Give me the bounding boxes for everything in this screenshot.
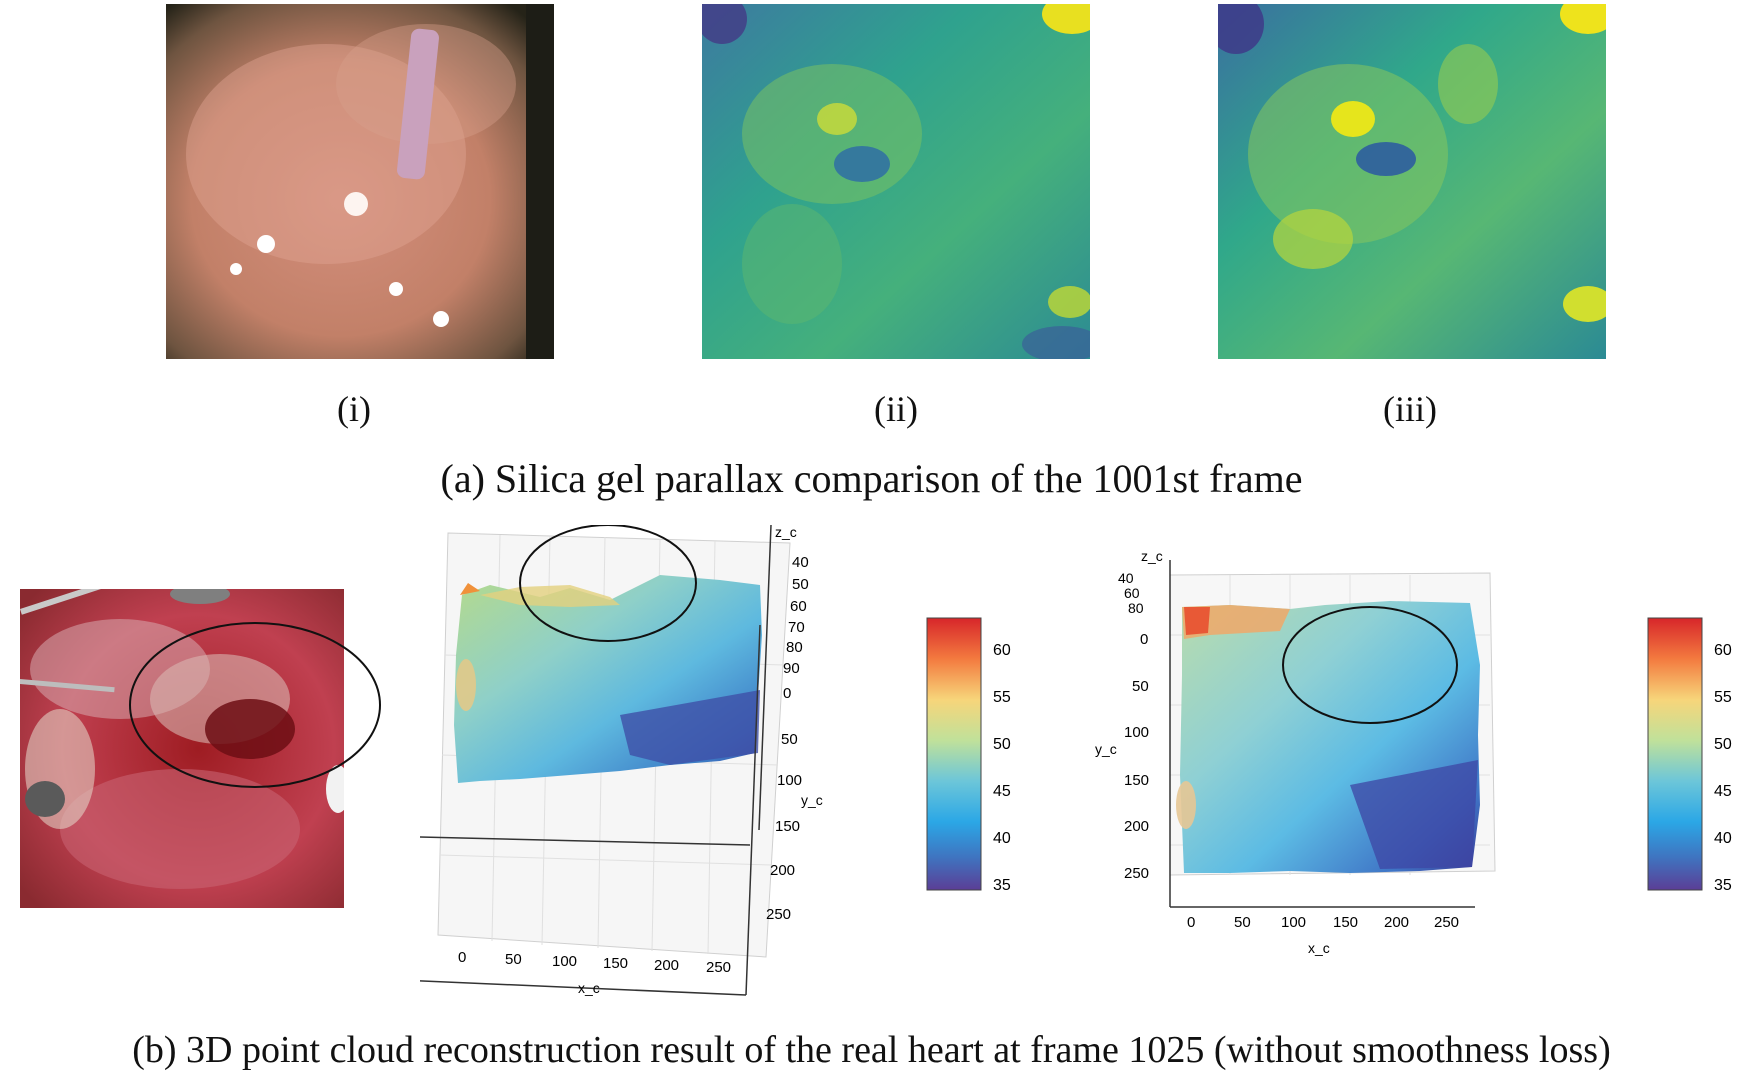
panel-ii-disparity-map bbox=[702, 4, 1090, 359]
right-x-tick-0: 0 bbox=[1187, 914, 1196, 931]
right-y-tick-3: 150 bbox=[1124, 772, 1150, 789]
right-x-tick-1: 50 bbox=[1234, 914, 1251, 931]
caption-a: (a) Silica gel parallax comparison of th… bbox=[440, 456, 1303, 501]
left-z-tick-3: 70 bbox=[788, 619, 805, 636]
right-x-tick-4: 200 bbox=[1384, 914, 1410, 931]
left-cbar-tick-40: 40 bbox=[993, 830, 1011, 847]
right-cbar-tick-35: 35 bbox=[1714, 877, 1732, 894]
right-cbar-tick-55: 55 bbox=[1714, 689, 1732, 706]
left-cbar-tick-50: 50 bbox=[993, 736, 1011, 753]
right-y-tick-0: 0 bbox=[1140, 631, 1149, 648]
left-x-tick-3: 150 bbox=[603, 955, 629, 972]
left-z-tick-2: 60 bbox=[790, 598, 807, 615]
left-x-tick-5: 250 bbox=[706, 959, 732, 976]
right-colorbar bbox=[1647, 617, 1703, 891]
right-x-tick-3: 150 bbox=[1333, 914, 1359, 931]
left-cbar-tick-60: 60 bbox=[993, 642, 1011, 659]
left-x-tick-1: 50 bbox=[505, 951, 522, 968]
panel-ii-label: (ii) bbox=[874, 389, 918, 429]
left-cbar-tick-45: 45 bbox=[993, 783, 1011, 800]
right-cbar-tick-50: 50 bbox=[1714, 736, 1732, 753]
left-y-tick-4: 200 bbox=[770, 862, 796, 879]
left-z-tick-4: 80 bbox=[786, 639, 803, 656]
left-z-axis-label: z_c bbox=[775, 524, 797, 540]
chart-left-surface bbox=[420, 525, 791, 996]
left-y-tick-5: 250 bbox=[766, 906, 792, 923]
right-z-tick-0: 40 bbox=[1118, 570, 1134, 586]
left-y-tick-1: 50 bbox=[781, 731, 798, 748]
right-x-axis-label: x_c bbox=[1308, 940, 1330, 956]
heart-circle-annotation bbox=[129, 622, 381, 788]
left-x-tick-2: 100 bbox=[552, 953, 578, 970]
right-x-tick-2: 100 bbox=[1281, 914, 1307, 931]
left-z-tick-5: 90 bbox=[783, 660, 800, 677]
left-y-tick-0: 0 bbox=[783, 685, 792, 702]
heart-photo bbox=[20, 589, 344, 908]
chart-right-surface bbox=[1169, 560, 1496, 908]
panel-iii-disparity-map bbox=[1218, 4, 1606, 359]
panel-i-label: (i) bbox=[337, 389, 371, 429]
right-y-axis-label: y_c bbox=[1095, 741, 1117, 757]
left-z-tick-0: 40 bbox=[792, 554, 809, 571]
right-cbar-tick-40: 40 bbox=[1714, 830, 1732, 847]
left-cbar-tick-55: 55 bbox=[993, 689, 1011, 706]
caption-b: (b) 3D point cloud reconstruction result… bbox=[132, 1029, 1611, 1071]
left-y-tick-3: 150 bbox=[775, 818, 801, 835]
right-z-tick-1: 60 bbox=[1124, 585, 1140, 601]
right-y-tick-2: 100 bbox=[1124, 724, 1150, 741]
right-x-tick-5: 250 bbox=[1434, 914, 1460, 931]
left-cbar-tick-35: 35 bbox=[993, 877, 1011, 894]
left-y-axis-label: y_c bbox=[801, 792, 823, 808]
right-y-tick-1: 50 bbox=[1132, 678, 1149, 695]
right-y-tick-4: 200 bbox=[1124, 818, 1150, 835]
left-colorbar bbox=[926, 617, 982, 891]
panel-iii-label: (iii) bbox=[1383, 389, 1437, 429]
right-z-axis-label: z_c bbox=[1141, 548, 1163, 564]
left-x-axis-label: x_c bbox=[578, 980, 600, 996]
left-z-tick-1: 50 bbox=[792, 576, 809, 593]
right-cbar-tick-45: 45 bbox=[1714, 783, 1732, 800]
right-cbar-tick-60: 60 bbox=[1714, 642, 1732, 659]
panel-i-photo bbox=[166, 4, 554, 359]
right-y-tick-5: 250 bbox=[1124, 865, 1150, 882]
right-z-tick-2: 80 bbox=[1128, 600, 1144, 616]
left-y-tick-2: 100 bbox=[777, 772, 803, 789]
left-x-tick-4: 200 bbox=[654, 957, 680, 974]
left-x-tick-0: 0 bbox=[458, 949, 467, 966]
